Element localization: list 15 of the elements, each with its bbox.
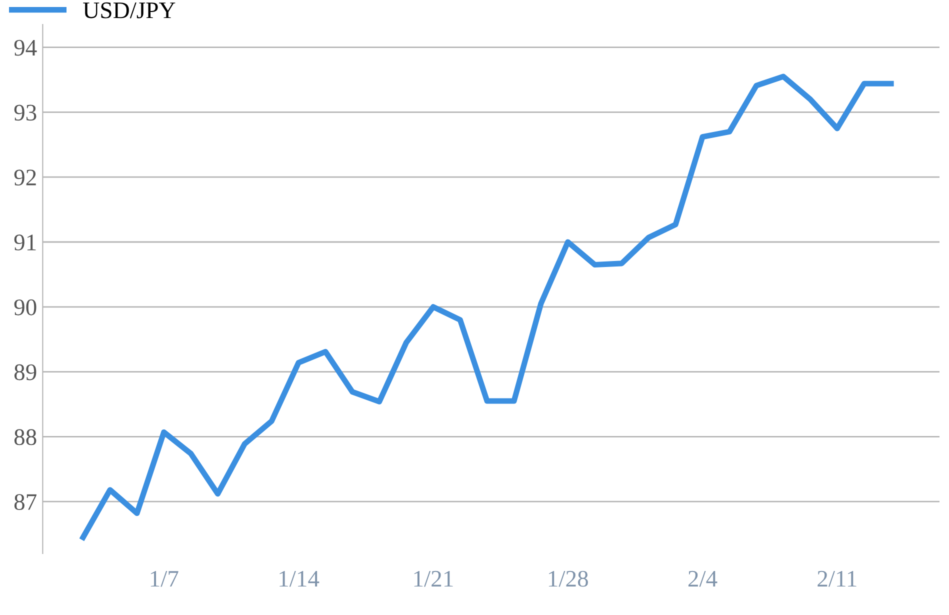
- y-tick-label: 94: [14, 40, 37, 56]
- y-tick-label: 92: [14, 170, 36, 186]
- x-tick-label: 1/7: [150, 570, 178, 587]
- y-tick-label: 91: [14, 234, 36, 250]
- x-tick-label: 2/4: [688, 570, 718, 587]
- y-tick-label: 93: [14, 104, 36, 121]
- y-tick-label: 87: [14, 494, 36, 510]
- x-tick-label: 1/14: [280, 570, 320, 587]
- legend-label: USD/JPY: [83, 2, 176, 18]
- y-tick-label: 90: [14, 299, 36, 316]
- x-tick-label: 2/11: [818, 570, 856, 587]
- x-tick-label: 1/21: [414, 570, 453, 587]
- y-tick-label: 88: [14, 429, 36, 446]
- y-tick-label: 89: [14, 364, 36, 380]
- x-tick-label: 1/28: [548, 570, 588, 587]
